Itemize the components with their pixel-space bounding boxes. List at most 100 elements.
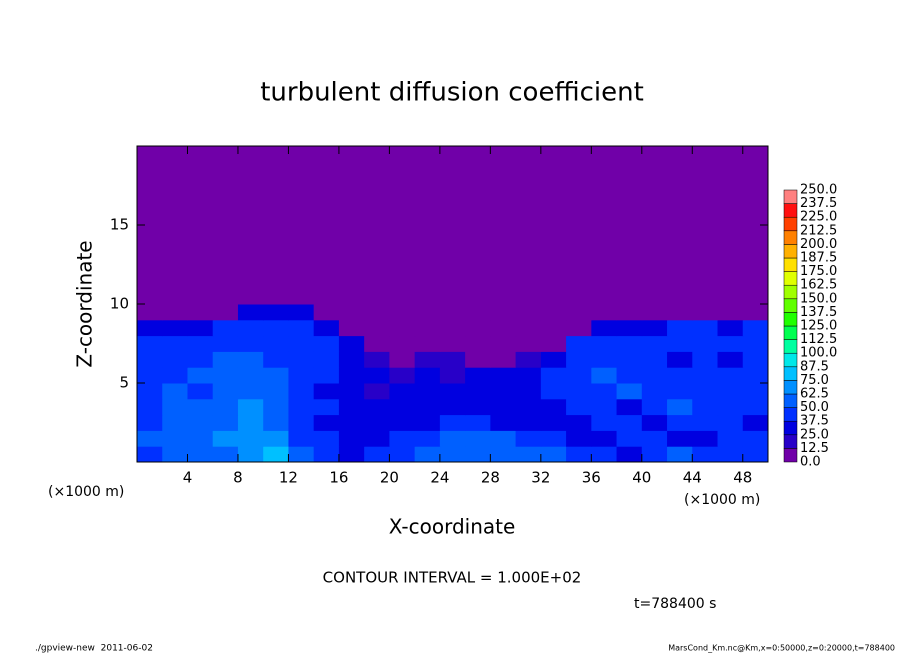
heat-cell [414,319,441,337]
heat-cell [338,367,365,384]
heat-cell [490,414,517,431]
colorbar-cell [783,298,798,313]
colorbar-cell [783,257,798,272]
heat-cell [641,351,668,368]
heat-cell [187,398,214,416]
heat-cell [263,335,289,352]
heat-cell [742,383,769,400]
colorbar-cell [783,216,798,232]
heat-cell [616,383,643,400]
heat-cell [288,414,315,431]
heat-cell [667,335,693,352]
heat-cell [263,367,289,384]
heat-cell [742,367,769,384]
heat-cell [364,446,390,463]
heat-cell [313,304,340,321]
heat-cell [288,430,315,447]
heat-cell [742,351,769,368]
heat-cell [364,367,390,384]
colorbar-cell [783,420,798,436]
heat-cell [515,351,542,368]
heat-cell [490,383,517,400]
heat-cell [515,446,542,463]
heat-cell [667,367,693,384]
colorbar-cell [783,189,798,204]
heat-cell [465,351,491,368]
heat-cell [540,335,567,352]
heat-cell [313,383,340,400]
x-tick-label: 28 [481,469,500,487]
y-unit: (×1000 m) [48,484,124,500]
heat-cell [490,146,517,305]
heat-cell [237,383,264,400]
heat-cell [515,414,542,431]
heat-cell [717,414,744,431]
x-tick-label: 20 [380,469,399,487]
heat-cell [263,351,289,368]
heat-cell [263,383,289,400]
heat-cell [263,304,289,321]
heat-cell [313,351,340,368]
heat-cell [414,367,441,384]
heat-cell [364,335,390,352]
colorbar-label: 237.5 [800,196,837,211]
heat-cell [692,414,719,431]
heat-cell [591,414,618,431]
heat-cell [162,319,188,337]
heat-cell [162,367,188,384]
heat-cell [591,398,618,416]
time-label: t=788400 s [634,596,716,612]
heat-cell [187,351,214,368]
heat-cell [313,146,340,305]
y-tick-label: 10 [110,295,129,313]
heat-cell [591,430,618,447]
heat-cell [692,430,719,447]
x-tick-label: 24 [430,469,449,487]
heat-cell [742,430,769,447]
x-axis-label: X-coordinate [389,515,516,539]
y-tick-label: 5 [119,374,129,392]
heat-cell [338,351,365,368]
heat-cell [414,304,441,321]
heat-cell [313,319,340,337]
heat-cell [540,367,567,384]
heat-cell [439,414,466,431]
heat-cell [692,319,719,337]
heat-cell [137,304,163,321]
heat-cell [566,146,592,305]
heat-cell [364,414,390,431]
heat-cell [137,383,163,400]
heat-cell [717,319,744,337]
heat-cell [591,335,618,352]
colorbar-label: 137.5 [800,305,837,320]
heat-cell [490,446,517,463]
heat-cell [212,398,239,416]
colorbar-cell [783,393,798,408]
heat-cell [717,446,744,463]
heat-cell [162,446,188,463]
colorbar-label: 12.5 [800,441,829,456]
heat-cell [692,304,719,321]
heat-cell [389,304,416,321]
heat-cell [566,367,592,384]
heat-cell [288,304,315,321]
heat-cell [212,414,239,431]
heat-cell [717,398,744,416]
heat-cell [540,351,567,368]
heat-cell [616,414,643,431]
heat-cell [389,367,416,384]
colorbar-label: 212.5 [800,223,837,238]
heat-cell [692,146,719,305]
heat-cell [389,351,416,368]
heat-cell [212,335,239,352]
heat-cell [692,398,719,416]
heat-cell [162,414,188,431]
heat-cell [742,398,769,416]
heat-cell [137,430,163,447]
heat-cell [288,446,315,463]
heat-cell [641,335,668,352]
heat-cell [566,304,592,321]
heat-cell [364,383,390,400]
heat-cell [566,446,592,463]
